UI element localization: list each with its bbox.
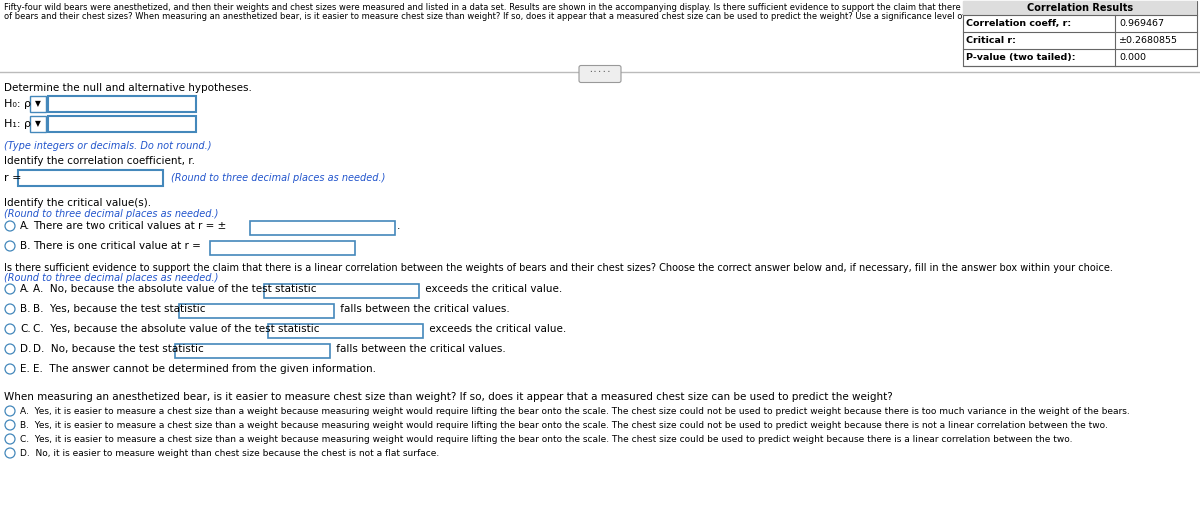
Text: Determine the null and alternative hypotheses.: Determine the null and alternative hypot… — [4, 83, 252, 93]
Text: A.: A. — [20, 284, 30, 294]
Text: exceeds the critical value.: exceeds the critical value. — [426, 324, 566, 334]
Text: .: . — [397, 221, 401, 231]
Text: Identify the correlation coefficient, r.: Identify the correlation coefficient, r. — [4, 156, 194, 166]
Text: Is there sufficient evidence to support the claim that there is a linear correla: Is there sufficient evidence to support … — [4, 263, 1112, 273]
Text: When measuring an anesthetized bear, is it easier to measure chest size than wei: When measuring an anesthetized bear, is … — [4, 392, 893, 402]
Text: Correlation Results: Correlation Results — [1027, 3, 1133, 13]
Text: E.  The answer cannot be determined from the given information.: E. The answer cannot be determined from … — [34, 364, 376, 374]
Bar — [964, 1, 1198, 66]
Bar — [264, 284, 419, 298]
Bar — [210, 241, 355, 255]
Text: 0.969467: 0.969467 — [1120, 19, 1164, 28]
Text: A.  Yes, it is easier to measure a chest size than a weight because measuring we: A. Yes, it is easier to measure a chest … — [20, 406, 1129, 415]
Text: 0.000: 0.000 — [1120, 53, 1146, 62]
Text: falls between the critical values.: falls between the critical values. — [337, 304, 510, 314]
Text: ▼: ▼ — [35, 120, 41, 129]
Bar — [18, 170, 163, 186]
Text: P-value (two tailed):: P-value (two tailed): — [966, 53, 1075, 62]
Bar — [48, 96, 196, 112]
Text: B.: B. — [20, 241, 30, 251]
Text: of bears and their chest sizes? When measuring an anesthetized bear, is it easie: of bears and their chest sizes? When mea… — [4, 12, 1007, 21]
Text: Fifty-four wild bears were anesthetized, and then their weights and chest sizes : Fifty-four wild bears were anesthetized,… — [4, 3, 1144, 12]
FancyBboxPatch shape — [580, 65, 622, 82]
Text: E.: E. — [20, 364, 30, 374]
Text: exceeds the critical value.: exceeds the critical value. — [422, 284, 562, 294]
Bar — [175, 344, 330, 358]
Text: H₁: ρ: H₁: ρ — [4, 119, 31, 129]
Text: H₀: ρ: H₀: ρ — [4, 99, 31, 109]
Text: There is one critical value at r =: There is one critical value at r = — [34, 241, 200, 251]
Text: B.: B. — [20, 304, 30, 314]
Text: D.  No, because the test statistic: D. No, because the test statistic — [34, 344, 208, 354]
Text: r =: r = — [4, 173, 22, 183]
Text: D.: D. — [20, 344, 31, 354]
Bar — [48, 116, 196, 132]
Text: .....: ..... — [588, 64, 612, 73]
Text: A.  No, because the absolute value of the test statistic: A. No, because the absolute value of the… — [34, 284, 319, 294]
Text: ±0.2680855: ±0.2680855 — [1120, 36, 1178, 45]
Text: Identify the critical value(s).: Identify the critical value(s). — [4, 198, 151, 208]
Text: (Round to three decimal places as needed.): (Round to three decimal places as needed… — [4, 209, 218, 219]
Text: (Round to three decimal places as needed.): (Round to three decimal places as needed… — [4, 273, 218, 283]
Text: D.  No, it is easier to measure weight than chest size because the chest is not : D. No, it is easier to measure weight th… — [20, 448, 439, 458]
Text: Critical r:: Critical r: — [966, 36, 1016, 45]
Text: B.  Yes, because the test statistic: B. Yes, because the test statistic — [34, 304, 209, 314]
Text: falls between the critical values.: falls between the critical values. — [332, 344, 505, 354]
Text: (Type integers or decimals. Do not round.): (Type integers or decimals. Do not round… — [4, 141, 211, 151]
Bar — [179, 304, 334, 318]
Text: B.  Yes, it is easier to measure a chest size than a weight because measuring we: B. Yes, it is easier to measure a chest … — [20, 420, 1108, 429]
Text: C.  Yes, because the absolute value of the test statistic: C. Yes, because the absolute value of th… — [34, 324, 323, 334]
Bar — [30, 116, 46, 132]
Bar — [250, 221, 395, 235]
Text: Correlation coeff, r:: Correlation coeff, r: — [966, 19, 1072, 28]
Bar — [964, 1, 1198, 15]
Text: C.  Yes, it is easier to measure a chest size than a weight because measuring we: C. Yes, it is easier to measure a chest … — [20, 435, 1073, 444]
Text: C.: C. — [20, 324, 31, 334]
Text: (Round to three decimal places as needed.): (Round to three decimal places as needed… — [172, 173, 385, 183]
Bar — [30, 96, 46, 112]
Bar — [268, 324, 422, 338]
Text: A.: A. — [20, 221, 30, 231]
Text: ▼: ▼ — [35, 99, 41, 109]
Text: There are two critical values at r = ±: There are two critical values at r = ± — [34, 221, 227, 231]
